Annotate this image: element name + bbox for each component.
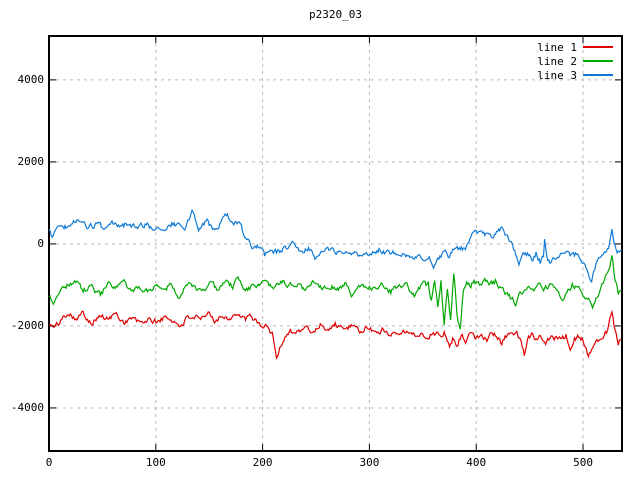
legend-label-line2: line 2: [537, 54, 577, 68]
legend-item-line2: line 2: [537, 54, 613, 68]
y-axis-tick-label: 4000: [17, 72, 45, 86]
legend: line 1 line 2 line 3: [537, 40, 613, 82]
legend-line-sample-green: [583, 60, 613, 62]
legend-label-line3: line 3: [537, 68, 577, 82]
plot-border: [48, 35, 623, 452]
series-line-2: [48, 255, 622, 330]
x-axis-tick-label: 500: [573, 456, 593, 469]
y-axis-tick-label: 0: [37, 236, 44, 250]
legend-item-line3: line 3: [537, 68, 613, 82]
y-axis-tick-label: -2000: [10, 318, 44, 332]
chart-title: p2320_03: [309, 8, 362, 21]
legend-item-line1: line 1: [537, 40, 613, 54]
x-axis-tick-label: 100: [145, 456, 166, 469]
x-axis-tick-label: 400: [466, 456, 487, 469]
legend-line-sample-blue: [583, 74, 613, 76]
series-line-1: [48, 309, 622, 361]
series-line-3: [48, 208, 622, 284]
x-axis-tick-label: 200: [252, 456, 273, 469]
y-axis-tick-label: 2000: [17, 154, 45, 168]
legend-label-line1: line 1: [537, 40, 577, 54]
legend-line-sample-red: [583, 46, 613, 48]
y-axis-tick-label: -4000: [10, 400, 44, 414]
x-axis-tick-label: 0: [45, 456, 53, 469]
x-axis-tick-label: 300: [359, 456, 380, 469]
